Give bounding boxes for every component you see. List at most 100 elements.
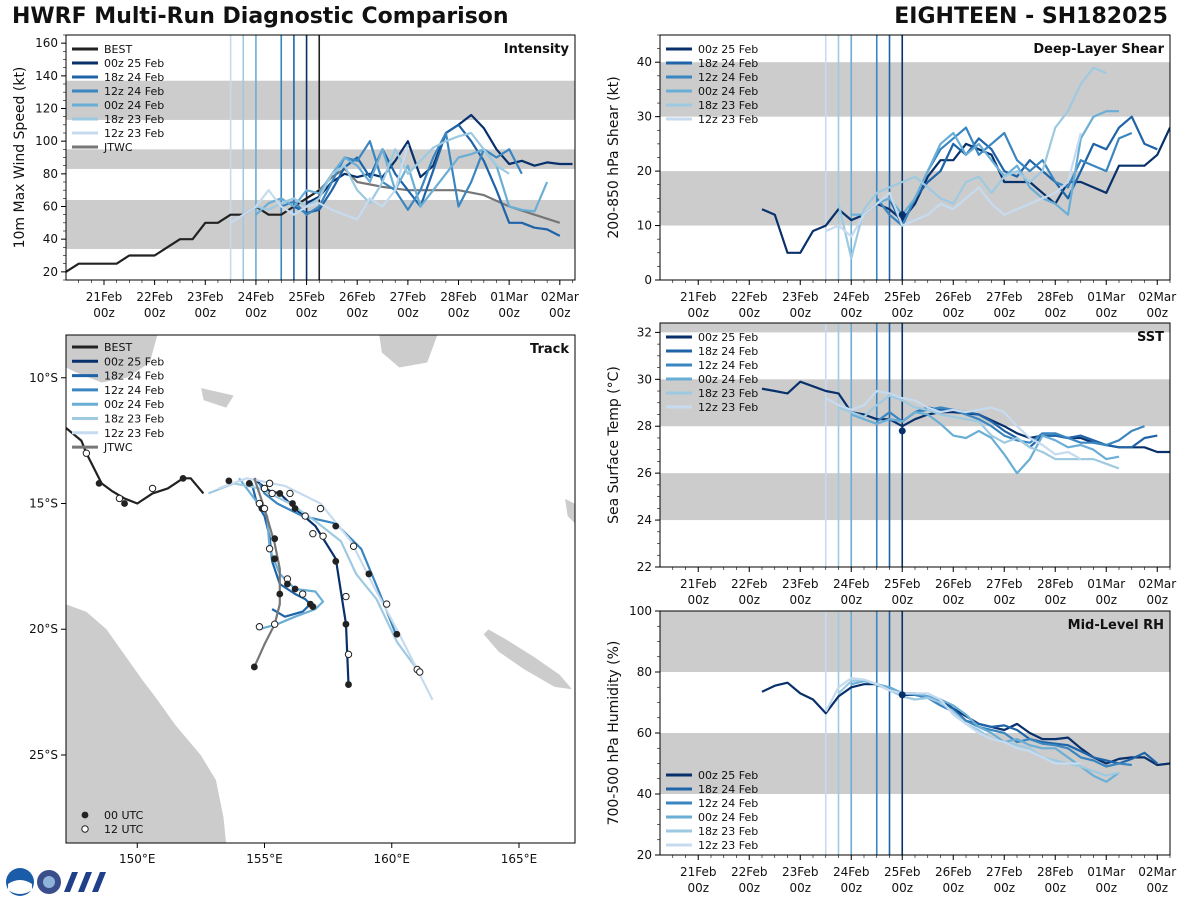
rh-xtick-hour: 00z [891,881,913,895]
track-dot-12utc [260,484,269,493]
sst-xtick-date: 01Mar [1087,577,1125,591]
sst-xtick-hour: 00z [891,593,913,607]
sst-legend-label-00z-24-feb: 00z 24 Feb [698,373,758,386]
shear-series-00z-25-feb [761,127,1170,254]
track-dot-00utc [342,620,350,628]
rh-xtick-date: 27Feb [986,865,1023,879]
intensity-ytick-label: 20 [43,265,58,279]
rh-series-12z-23-feb [824,676,1081,765]
sst-legend-label-18z-24-feb: 18z 24 Feb [698,345,758,358]
intensity-band-2 [66,80,575,120]
sst-plot-area [660,323,1170,567]
track-legend-label-12z-23-feb: 12z 23 Feb [104,427,164,440]
sst-ytick-label: 24 [637,513,652,527]
cira-logo [6,868,106,896]
intensity-ytick-label: 120 [35,102,58,116]
shear-ytick-label: 30 [637,110,652,124]
track-dot-12utc [316,504,325,513]
intensity-xtick-hour: 00z [498,306,520,320]
intensity-legend-label-12z-23-feb: 12z 23 Feb [104,127,164,140]
intensity-legend-label-18z-23-feb: 18z 23 Feb [104,113,164,126]
rh-legend-label-12z-24-feb: 12z 24 Feb [698,797,758,810]
intensity-legend-label-00z-24-feb: 00z 24 Feb [104,99,164,112]
intensity-ytick-label: 140 [35,69,58,83]
track-frame [65,334,576,844]
track-line-18z-24-feb [250,483,312,618]
shear-series-18z-23-feb [837,66,1107,260]
track-line-jtwc [253,477,281,668]
sst-xtick-date: 28Feb [1037,577,1074,591]
sst-panel: 22 24 26 28 30 32 21Feb 00z 22Feb 00z 23Feb 00z 24Fe… [606,322,1176,607]
track-legend-label-00z-25-feb: 00z 25 Feb [104,355,164,368]
sst-ytick-label: 28 [637,419,652,433]
intensity-series-best [66,189,320,273]
track-dot-12utc [319,532,327,540]
track-lon-label: 150°E [119,852,156,866]
track-lon-label: 160°E [374,852,411,866]
shear-xtick-date: 27Feb [986,290,1023,304]
track-panel: 150°E 155°E 160°E 165°E 10°S 15°S 20°S 25°S Trac… [29,334,576,866]
track-dot-00utc [271,555,279,563]
shear-xtick-hour: 00z [738,306,760,320]
shear-ylabel: 200-850 hPa Shear (kt) [606,76,622,238]
sst-series-18z-23-feb [838,394,1120,470]
track-lon-label: 155°E [246,852,283,866]
intensity-xtick-hour: 00z [346,306,368,320]
track-legend-label-jtwc: JTWC [103,441,133,454]
track-line-12z-23-feb [218,477,434,701]
rh-ytick-label: 80 [637,665,652,679]
intensity-panel: 20 40 60 80 100 120 140 160 21Feb 00z 22Feb 00z 23Fe… [12,34,579,320]
track-dot-12utc [260,504,269,513]
intensity-xtick-hour: 00z [296,306,318,320]
rh-xtick-hour: 00z [993,881,1015,895]
shear-legend-label-18z-24-feb: 18z 24 Feb [698,57,758,70]
track-legend-label-18z-23-feb: 18z 23 Feb [104,413,164,426]
sst-xtick-date: 02Mar [1138,577,1176,591]
rh-plot-area [660,611,1170,855]
shear-legend-label-12z-23-feb: 12z 23 Feb [698,113,758,126]
rh-legend-label-18z-24-feb: 18z 24 Feb [698,783,758,796]
rh-legend-label-18z-23-feb: 18z 23 Feb [698,825,758,838]
intensity-ytick-label: 40 [43,232,58,246]
sst-ytick-label: 32 [637,325,652,339]
sst-init-marker [898,427,906,435]
track-dot-00utc [345,681,352,688]
rh-ytick-label: 60 [637,726,652,740]
rh-series-00z-24-feb [851,679,1120,783]
shear-xtick-hour: 00z [1146,306,1168,320]
sst-legend-label-18z-23-feb: 18z 23 Feb [698,387,758,400]
sst-xtick-date: 22Feb [731,577,768,591]
shear-series-12z-23-feb [825,132,1082,238]
rh-ytick-label: 100 [629,604,652,618]
sst-band-0 [660,473,1170,521]
vanuatu-land [564,498,575,524]
shear-legend-label-00z-24-feb: 00z 24 Feb [698,85,758,98]
rh-xtick-date: 01Mar [1087,865,1125,879]
sst-series-12z-23-feb [825,389,1082,461]
track-dot-00utc [276,590,284,598]
track-dot-00utc [250,663,258,671]
cira-globe-inner-icon [43,876,55,888]
track-dot-00utc [284,580,291,588]
intensity-xtick-hour: 00z [194,306,216,320]
track-line-18z-23-feb [208,482,419,671]
shear-band-1 [660,62,1170,117]
intensity-band-1 [66,149,575,169]
shear-xtick-date: 26Feb [935,290,972,304]
shear-series-18z-24-feb [888,115,1158,227]
australia-land [66,603,227,843]
intensity-xtick-date: 02Mar [541,290,579,304]
rh-xtick-date: 25Feb [884,865,921,879]
intensity-panel-label: Intensity [504,42,570,57]
track-legend-12utc-marker [81,825,89,833]
shear-xtick-date: 24Feb [833,290,870,304]
intensity-xtick-date: 27Feb [390,290,427,304]
sst-series-12z-24-feb [876,406,1145,447]
track-legend-00utc-label: 00 UTC [104,809,144,822]
track-dot-00utc [276,490,284,497]
sst-xtick-date: 21Feb [680,577,717,591]
sst-xtick-hour: 00z [1095,593,1117,607]
solomon-land [378,335,438,368]
intensity-xtick-date: 22Feb [136,290,173,304]
